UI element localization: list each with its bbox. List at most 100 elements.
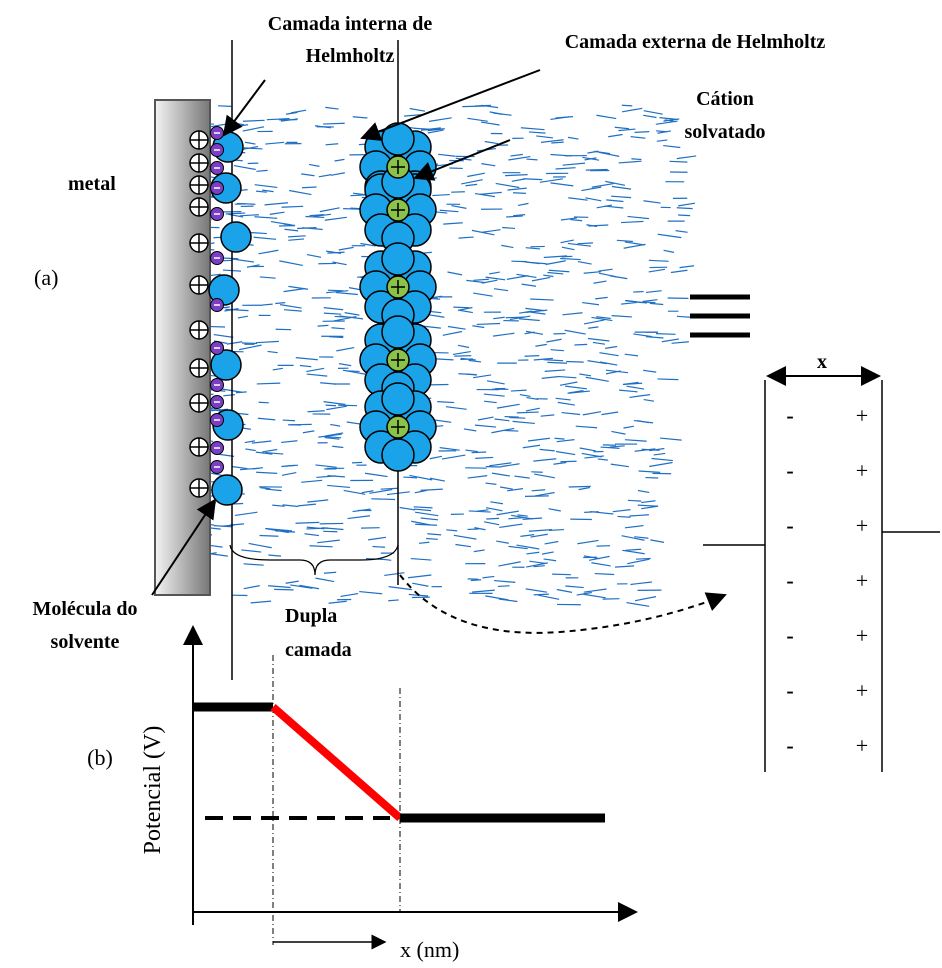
solvent-dash [270, 220, 292, 226]
solvent-dash [591, 316, 613, 322]
solvent-dash [609, 445, 625, 448]
solvent-dash [317, 539, 340, 544]
solvent-dash [535, 343, 547, 347]
solvent-dash [614, 565, 635, 568]
solvent-dash [494, 418, 510, 422]
solvent-dash [371, 498, 396, 501]
solvent-dash [621, 535, 645, 541]
solvent-dash [325, 250, 342, 254]
solvent-dash [624, 524, 644, 529]
solvent-dash [585, 168, 608, 171]
solvent-dash [288, 285, 309, 290]
solvent-dash [583, 319, 605, 325]
panel-label: (a) [34, 265, 58, 290]
solvent-dash [531, 489, 546, 492]
solvent-dash [555, 450, 576, 456]
solvent-dash [526, 158, 538, 161]
solvent-dash [547, 271, 564, 275]
solvent-dash [494, 579, 516, 583]
solvent-dash [579, 447, 597, 452]
metal-charge-sign [190, 131, 208, 149]
solvent-dash [328, 600, 347, 604]
solvent-dash [468, 359, 482, 363]
solvent-dash [564, 329, 586, 335]
solvent-dash [409, 474, 433, 481]
solvent-dash [633, 290, 644, 293]
solvent-dash [643, 114, 657, 119]
solvent-dash [627, 215, 649, 220]
solvent-dash [577, 539, 599, 545]
solvent-dash [600, 446, 620, 450]
capacitor-minus: - [786, 678, 793, 703]
solvent-dash [447, 271, 463, 276]
solvent-dash [525, 407, 540, 412]
solvent-dash [510, 389, 527, 392]
solvent-dash [318, 174, 332, 178]
capacitor [703, 366, 940, 772]
solvent-dash [578, 486, 591, 491]
solvent-dash [295, 521, 320, 524]
capacitor-width-label: x [817, 351, 827, 373]
solvent-dash [581, 186, 602, 192]
solvent-dash [474, 424, 497, 428]
solvent-dash [468, 510, 491, 513]
inner-label: Camada interna de [268, 13, 433, 35]
solvent-dash [248, 542, 272, 549]
double-layer-label: Dupla [285, 605, 337, 627]
solvent-dash [599, 352, 619, 357]
solvent-dash [328, 336, 344, 339]
solvent-dash [612, 509, 631, 513]
solvent-dash [656, 139, 668, 142]
solvent-dash [453, 534, 477, 540]
solvent-dash [473, 549, 485, 553]
capacitor-plus: + [856, 733, 868, 758]
outer-label: Camada externa de Helmholtz [565, 31, 826, 53]
solvent-dash [305, 215, 325, 219]
solvent-dash [520, 127, 545, 131]
solvent-dash [624, 439, 647, 442]
solvent-dash [243, 147, 263, 150]
solvent-dash [301, 186, 317, 189]
solvent-dash [574, 343, 588, 346]
solvent-dash [234, 511, 258, 517]
solvent-dash [330, 423, 341, 427]
solvent-dash [483, 393, 505, 397]
capacitor-minus: - [786, 733, 793, 758]
solvent-dash [435, 358, 454, 361]
solvent-dash [438, 153, 456, 157]
cation-sign [391, 203, 405, 217]
solvent-dash [550, 116, 570, 121]
solvent-dash [566, 360, 584, 363]
solvent-dash [326, 290, 349, 294]
solvent-dash [360, 242, 376, 247]
solvent-dash [352, 116, 368, 119]
solvent-dash [369, 488, 393, 494]
capacitor-minus: - [786, 623, 793, 648]
solvent-dash [429, 117, 452, 122]
solvent-dash [481, 229, 501, 233]
metal-charge-sign [190, 438, 208, 456]
solvent-dash [217, 105, 232, 108]
solvent-dash [279, 260, 303, 267]
solvent-dash [384, 572, 405, 577]
solvent-dash [657, 233, 682, 239]
solvent-dash [621, 301, 637, 305]
solvent-dash [336, 347, 355, 352]
solvent-dash [496, 540, 509, 544]
solvent-dash [466, 279, 486, 284]
solvent-dash [299, 364, 312, 368]
solvent-dash [439, 447, 460, 451]
solvent-dash [268, 585, 291, 589]
solvent-dash [497, 585, 510, 588]
solvent-dash [663, 118, 680, 122]
solvent-dash [327, 289, 344, 292]
solvent-dash [262, 303, 273, 306]
solvent-dash [622, 381, 639, 386]
solvent-dash [631, 158, 642, 161]
solvent-dash [577, 260, 592, 265]
metal-charge-sign [190, 394, 208, 412]
solvent-dash [657, 378, 679, 381]
solvent-dash [567, 390, 590, 394]
solvent-dash [634, 448, 656, 452]
